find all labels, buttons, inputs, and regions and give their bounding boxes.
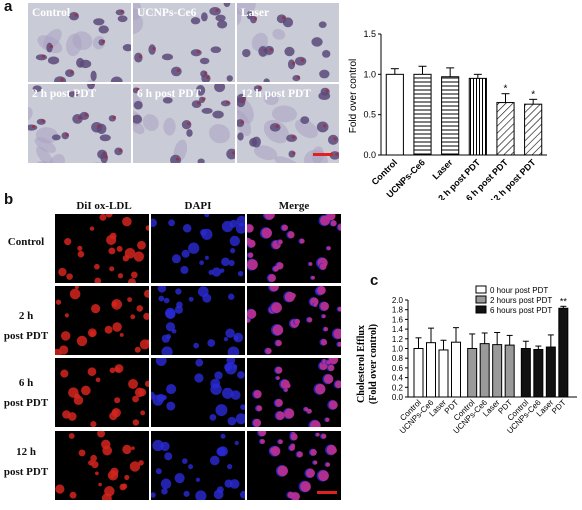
row-label-2h: 2 h post PDT xyxy=(0,306,52,346)
fluorescence-merge-12h xyxy=(247,431,341,500)
legend-swatch xyxy=(475,285,487,294)
fluorescence-merge-6h xyxy=(247,358,341,427)
y-tick-label: 0.0 xyxy=(392,393,404,402)
panel-label-c: c xyxy=(370,272,379,289)
bar xyxy=(468,77,487,156)
micrograph-label: Control xyxy=(32,7,71,19)
micrograph-label: 6 h post PDT xyxy=(137,88,202,100)
y-tick-label: 0.5 xyxy=(363,110,376,120)
bar xyxy=(533,348,544,398)
bar xyxy=(426,342,436,398)
fluorescence-dil-control xyxy=(55,214,149,283)
y-tick-label: 0.6 xyxy=(392,364,404,373)
scale-bar xyxy=(317,491,337,494)
bar xyxy=(504,344,515,398)
micrograph-ucnps-ce6: UCNPs-Ce6 xyxy=(133,3,235,82)
fluorescence-dil-12h xyxy=(55,431,149,500)
y-tick-label: 1.0 xyxy=(392,345,404,354)
micrograph-control: Control xyxy=(28,3,131,82)
y-tick-label: 1.8 xyxy=(392,306,404,315)
fluorescence-dil-6h xyxy=(55,358,149,427)
significance-marker: * xyxy=(531,89,535,100)
legend-swatch xyxy=(475,295,487,304)
y-tick-label: 0.8 xyxy=(392,354,404,363)
bar xyxy=(438,349,449,398)
row-label-line: post PDT xyxy=(3,397,49,409)
micrograph-12h: 12 h post PDT xyxy=(237,84,339,163)
bar xyxy=(558,307,569,398)
row-label-line: 12 h xyxy=(16,446,36,458)
legend-label: 6 hours post PDT xyxy=(490,306,552,315)
row-label-6h: 6 h post PDT xyxy=(0,373,52,413)
x-tick-label: Laser xyxy=(431,157,455,181)
bar xyxy=(496,102,515,156)
significance-marker: ** xyxy=(560,296,568,306)
bar xyxy=(413,73,432,156)
row-label-line: Control xyxy=(7,236,45,248)
bar xyxy=(451,341,461,398)
row-label-line: post PDT xyxy=(3,466,49,478)
column-title-dil: DiI ox-LDL xyxy=(76,200,132,212)
legend-swatch xyxy=(475,305,487,314)
row-label-12h: 12 h post PDT xyxy=(0,442,52,482)
column-title-merge: Merge xyxy=(278,200,310,212)
fluorescence-dapi-control xyxy=(151,214,245,283)
fluorescence-merge-2h xyxy=(247,286,341,355)
chart-c-cholesterol-efflux: Cholesterol Efflux (Fold over control) 0… xyxy=(356,285,577,436)
y-tick-label: 0.0 xyxy=(363,150,376,160)
micrograph-laser: Laser xyxy=(237,3,339,82)
row-label-line: post PDT xyxy=(3,330,49,342)
scale-bar xyxy=(313,153,333,156)
row-label-line: 2 h xyxy=(18,310,34,322)
bar xyxy=(467,348,478,398)
x-tick-label: PDT xyxy=(550,398,568,416)
y-tick-label: 1.6 xyxy=(392,315,404,324)
y-tick-label: 1.5 xyxy=(363,29,376,39)
fluorescence-merge-control xyxy=(247,214,341,283)
panel-label-b: b xyxy=(4,191,14,208)
legend-label: 2 hours post PDT xyxy=(490,296,552,305)
bar xyxy=(492,344,503,398)
y-tick-label: 0.4 xyxy=(392,374,404,383)
y-tick-label: 1.2 xyxy=(392,335,404,344)
y-axis-label: Cholesterol Efflux xyxy=(356,325,367,403)
legend-label: 0 hour post PDT xyxy=(490,286,548,295)
fluorescence-dapi-2h xyxy=(151,286,245,355)
y-axis-label: Fold over control xyxy=(348,59,359,133)
micrograph-label: Laser xyxy=(241,7,270,19)
row-label-line: 6 h xyxy=(18,377,34,389)
micrograph-6h: 6 h post PDT xyxy=(133,84,235,163)
fluorescence-dapi-12h xyxy=(151,431,245,500)
column-title-dapi: DAPI xyxy=(184,200,212,212)
fluorescence-dil-2h xyxy=(55,286,149,355)
bar xyxy=(524,103,543,156)
micrograph-label: 12 h post PDT xyxy=(241,88,311,100)
bar xyxy=(441,76,460,156)
bar xyxy=(479,343,490,398)
bar xyxy=(413,348,424,398)
y-tick-label: 1.0 xyxy=(363,69,376,79)
significance-marker: * xyxy=(504,84,508,95)
chart-a-relative-uptake: Fold over control 0.00.51.01.5ControlUCN… xyxy=(348,29,547,200)
row-label-control: Control xyxy=(0,232,52,252)
y-tick-label: 2.0 xyxy=(392,296,404,305)
fluorescence-dapi-6h xyxy=(151,358,245,427)
y-tick-label: 0.2 xyxy=(392,383,404,392)
bar xyxy=(520,348,531,398)
y-tick-label: 1.4 xyxy=(392,325,404,334)
micrograph-2h: 2 h post PDT xyxy=(28,84,131,163)
y-axis-label: (Fold over control) xyxy=(368,324,379,404)
micrograph-label: 2 h post PDT xyxy=(32,88,97,100)
panel-label-a: a xyxy=(4,0,13,15)
bar xyxy=(385,73,404,156)
bar xyxy=(545,346,556,398)
micrograph-label: UCNPs-Ce6 xyxy=(137,7,197,19)
